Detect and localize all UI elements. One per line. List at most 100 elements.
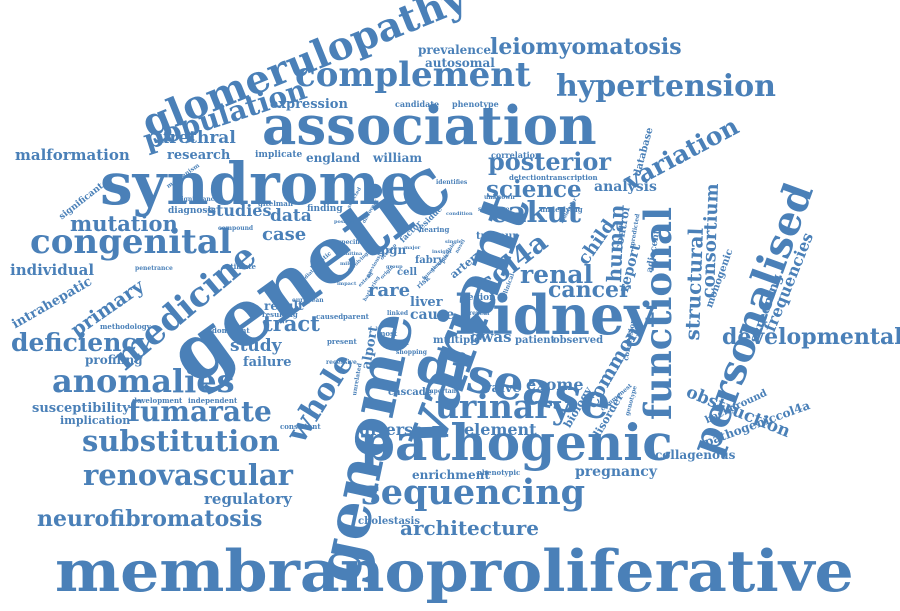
word: association	[262, 95, 597, 157]
word: diverse	[359, 420, 424, 439]
word: development	[132, 396, 183, 405]
word: fumarate	[128, 395, 272, 428]
word: important	[425, 388, 459, 395]
word: observed	[553, 335, 604, 346]
word: european	[292, 297, 324, 304]
word: research	[167, 148, 231, 163]
word: mild	[340, 261, 353, 267]
word: individual	[10, 261, 95, 279]
word: posterior	[488, 147, 612, 176]
word: single	[445, 239, 462, 245]
word: implicate	[255, 150, 303, 160]
word: renal	[520, 260, 593, 289]
word: data	[270, 206, 312, 226]
word: cohort	[387, 340, 409, 347]
word: sequence	[478, 206, 510, 213]
word: anomalies	[52, 362, 235, 400]
word: tract	[263, 311, 320, 336]
word: recessive	[326, 359, 357, 366]
word: impact	[337, 281, 357, 287]
word: consistent	[280, 422, 321, 431]
word: cause	[410, 307, 455, 323]
word: case	[262, 224, 307, 245]
word: mutation	[70, 211, 178, 236]
word: present	[327, 337, 357, 346]
word: hearing	[419, 225, 450, 234]
word: implication	[60, 414, 131, 427]
word: mpgn	[368, 243, 407, 257]
word: hypertension	[556, 69, 776, 104]
word: methodology	[100, 322, 151, 331]
word: independent	[188, 396, 238, 405]
word: expression	[270, 97, 348, 112]
word: liver	[410, 295, 443, 310]
word: cancer	[548, 277, 631, 303]
word: developmental	[722, 324, 900, 350]
word: parent	[343, 312, 369, 321]
word: unknown	[484, 194, 515, 201]
word: estimate	[222, 262, 256, 271]
word: element	[464, 420, 537, 439]
word: multiple	[433, 335, 481, 346]
word: candidate	[395, 99, 440, 109]
word: linked	[387, 310, 409, 317]
word: positive	[334, 219, 356, 225]
word: gwas	[470, 328, 512, 346]
word: science	[486, 176, 582, 203]
word: urinary	[435, 387, 571, 426]
word: identifies	[436, 179, 468, 186]
word: group	[386, 264, 403, 270]
word: patient	[515, 335, 556, 346]
word: collagenous	[655, 448, 736, 462]
word: specific	[338, 239, 364, 246]
word: analysis	[594, 179, 657, 195]
word: rare	[368, 280, 411, 301]
word: autosomal	[425, 56, 495, 70]
word: reveal	[469, 310, 490, 317]
word: failure	[243, 355, 292, 370]
word: finding	[307, 204, 343, 214]
word: profiling	[85, 353, 143, 367]
word: urethral	[157, 128, 236, 148]
word: correlation	[491, 150, 541, 160]
word: shopping	[396, 349, 427, 356]
word: enrichment	[412, 468, 490, 482]
word: insight	[432, 249, 452, 255]
word: congenital	[30, 222, 232, 262]
word: diagnosis	[168, 206, 216, 216]
word: pregnancy	[575, 464, 657, 480]
word: prevalence	[418, 43, 491, 57]
word: membranoproliferative	[55, 538, 854, 605]
word: cascade	[388, 387, 433, 398]
word: william	[373, 151, 423, 165]
word: major	[404, 245, 421, 251]
word: tumour	[476, 231, 518, 242]
word: significance	[178, 196, 219, 203]
word: fabry	[415, 255, 444, 266]
word: studies	[207, 201, 272, 220]
word: kidney	[455, 283, 656, 347]
word: most	[378, 329, 398, 338]
word: phenotype	[452, 99, 499, 109]
word: condition	[446, 211, 473, 217]
word: deficiency	[11, 328, 152, 357]
word: regulatory	[204, 490, 292, 508]
word: neurofibromatosis	[37, 506, 263, 532]
word: detection	[509, 173, 546, 182]
word: exome	[526, 375, 584, 394]
word: leiomyomatosis	[490, 34, 682, 60]
word: gitelman	[258, 199, 293, 208]
word: renovascular	[83, 458, 293, 492]
word: pathogenic	[360, 413, 673, 472]
word: caused	[316, 312, 344, 321]
word: cell	[397, 267, 418, 278]
word: complement	[295, 55, 531, 95]
word: result	[264, 299, 304, 313]
word: region	[463, 293, 496, 303]
word: resulting	[262, 310, 298, 319]
word: cholestasis	[358, 516, 420, 527]
word: susceptibility	[32, 401, 130, 416]
word: syndrome	[100, 150, 417, 218]
word: study	[230, 336, 282, 356]
